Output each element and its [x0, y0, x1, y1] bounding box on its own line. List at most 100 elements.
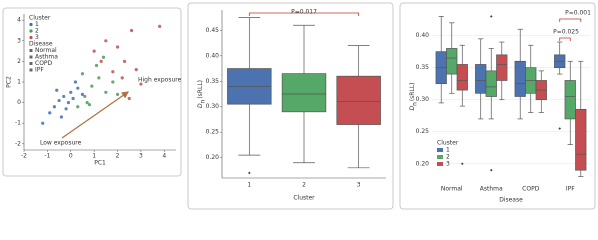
flier: [248, 171, 251, 175]
box: [446, 48, 458, 75]
point: [101, 55, 106, 59]
legend-label: 3: [446, 161, 450, 168]
legend-label: 3: [35, 34, 39, 41]
y-axis-label-subscript: n: [200, 99, 206, 103]
legend-label: Normal: [35, 47, 57, 54]
y-axis-label: Dn(sRLL): [197, 80, 207, 108]
flier: [489, 168, 493, 172]
point: [69, 90, 73, 94]
point: [85, 101, 89, 105]
x-tick-label: 2: [116, 153, 120, 160]
legend-label: 2: [446, 154, 450, 161]
y-tick-label: 0.25: [416, 128, 430, 135]
legend-label: 1: [35, 21, 39, 28]
point: [111, 70, 115, 74]
y-tick-label: -1: [15, 120, 21, 127]
point: [99, 59, 103, 63]
point: [94, 63, 99, 68]
point: [76, 105, 80, 109]
significance-bracket: [559, 18, 582, 22]
y-axis-label-unit: (sRLL): [409, 82, 416, 101]
y-axis-label-subscript: n: [412, 102, 418, 106]
y-tick-label: 0.35: [206, 78, 220, 85]
y-axis-label-unit: (sRLL): [197, 80, 204, 99]
box: [485, 70, 497, 97]
point: [59, 115, 64, 119]
legend-swatch: [29, 49, 33, 52]
y-tick-label: 0.45: [206, 27, 220, 34]
x-axis-label: PC1: [94, 160, 106, 167]
p-value: P=0.001: [565, 10, 591, 17]
point: [115, 92, 120, 96]
point: [120, 76, 124, 80]
legend-swatch: [437, 148, 443, 152]
point: [55, 88, 59, 92]
legend-label: IPF: [35, 67, 44, 74]
legend-label: COPD: [35, 60, 53, 67]
point: [97, 76, 101, 80]
legend-label: 1: [446, 147, 450, 154]
y-tick-label: 1: [17, 79, 21, 86]
point: [62, 94, 66, 99]
point: [71, 96, 75, 101]
y-axis-label: PC2: [6, 76, 13, 88]
x-tick-label: IPF: [566, 186, 575, 193]
point: [52, 105, 57, 109]
point: [83, 94, 87, 99]
y-axis-label-symbol: D: [197, 103, 204, 108]
x-tick-label: 2: [302, 182, 306, 189]
point: [134, 68, 138, 72]
significance-bracket: [559, 37, 571, 41]
point: [92, 49, 96, 53]
point: [129, 28, 134, 33]
x-tick-label: -1: [44, 153, 50, 160]
x-axis-label: Disease: [499, 197, 523, 204]
flier: [489, 15, 493, 18]
y-tick-label: 0.30: [416, 96, 430, 103]
point: [115, 45, 120, 49]
y-tick-label: 4: [17, 17, 21, 24]
point: [87, 103, 92, 107]
box: [336, 75, 381, 125]
p-value: P=0.017: [291, 9, 317, 16]
legend-swatch: [29, 55, 33, 59]
point: [80, 92, 85, 96]
point: [41, 121, 45, 125]
x-tick-label: 4: [162, 153, 166, 160]
legend-label: 2: [35, 28, 39, 35]
x-tick-label: COPD: [522, 186, 540, 193]
box: [281, 73, 327, 113]
legend-label: Asthma: [35, 54, 58, 61]
box: [575, 108, 587, 171]
y-tick-label: 0.40: [206, 52, 220, 59]
x-tick-label: -2: [21, 153, 27, 160]
figure: -2 -1 0 1 2 3 4-2-101234PC1PC2Cluster123Diseas…: [2, 2, 596, 210]
x-tick-label: Asthma: [480, 186, 503, 193]
point: [64, 107, 68, 111]
x-axis-label: Cluster: [293, 195, 315, 202]
y-tick-label: 0.20: [416, 160, 430, 167]
annotation: Low exposure: [40, 140, 82, 147]
y-axis-label: Dn(sRLL): [409, 82, 419, 110]
y-tick-label: 2: [17, 58, 21, 65]
point: [48, 111, 52, 115]
box: [514, 60, 526, 97]
y-tick-label: -2: [15, 140, 21, 147]
point: [73, 80, 78, 84]
y-tick-label: 0.25: [206, 129, 220, 136]
box: [564, 80, 576, 120]
annotation: High exposure: [138, 77, 182, 84]
point: [90, 84, 94, 88]
point: [104, 39, 108, 43]
y-axis-label-symbol: D: [409, 106, 416, 111]
x-tick-label: Normal: [441, 186, 463, 193]
legend-swatch: [437, 155, 443, 159]
legend-swatch: [29, 35, 33, 40]
point: [57, 98, 61, 103]
significance-bracket: [248, 12, 360, 16]
legend-swatch: [437, 162, 443, 166]
point: [122, 59, 127, 63]
legend-swatch: [29, 22, 33, 27]
legend-title: Cluster: [437, 140, 459, 147]
y-tick-label: 0.35: [416, 64, 430, 71]
